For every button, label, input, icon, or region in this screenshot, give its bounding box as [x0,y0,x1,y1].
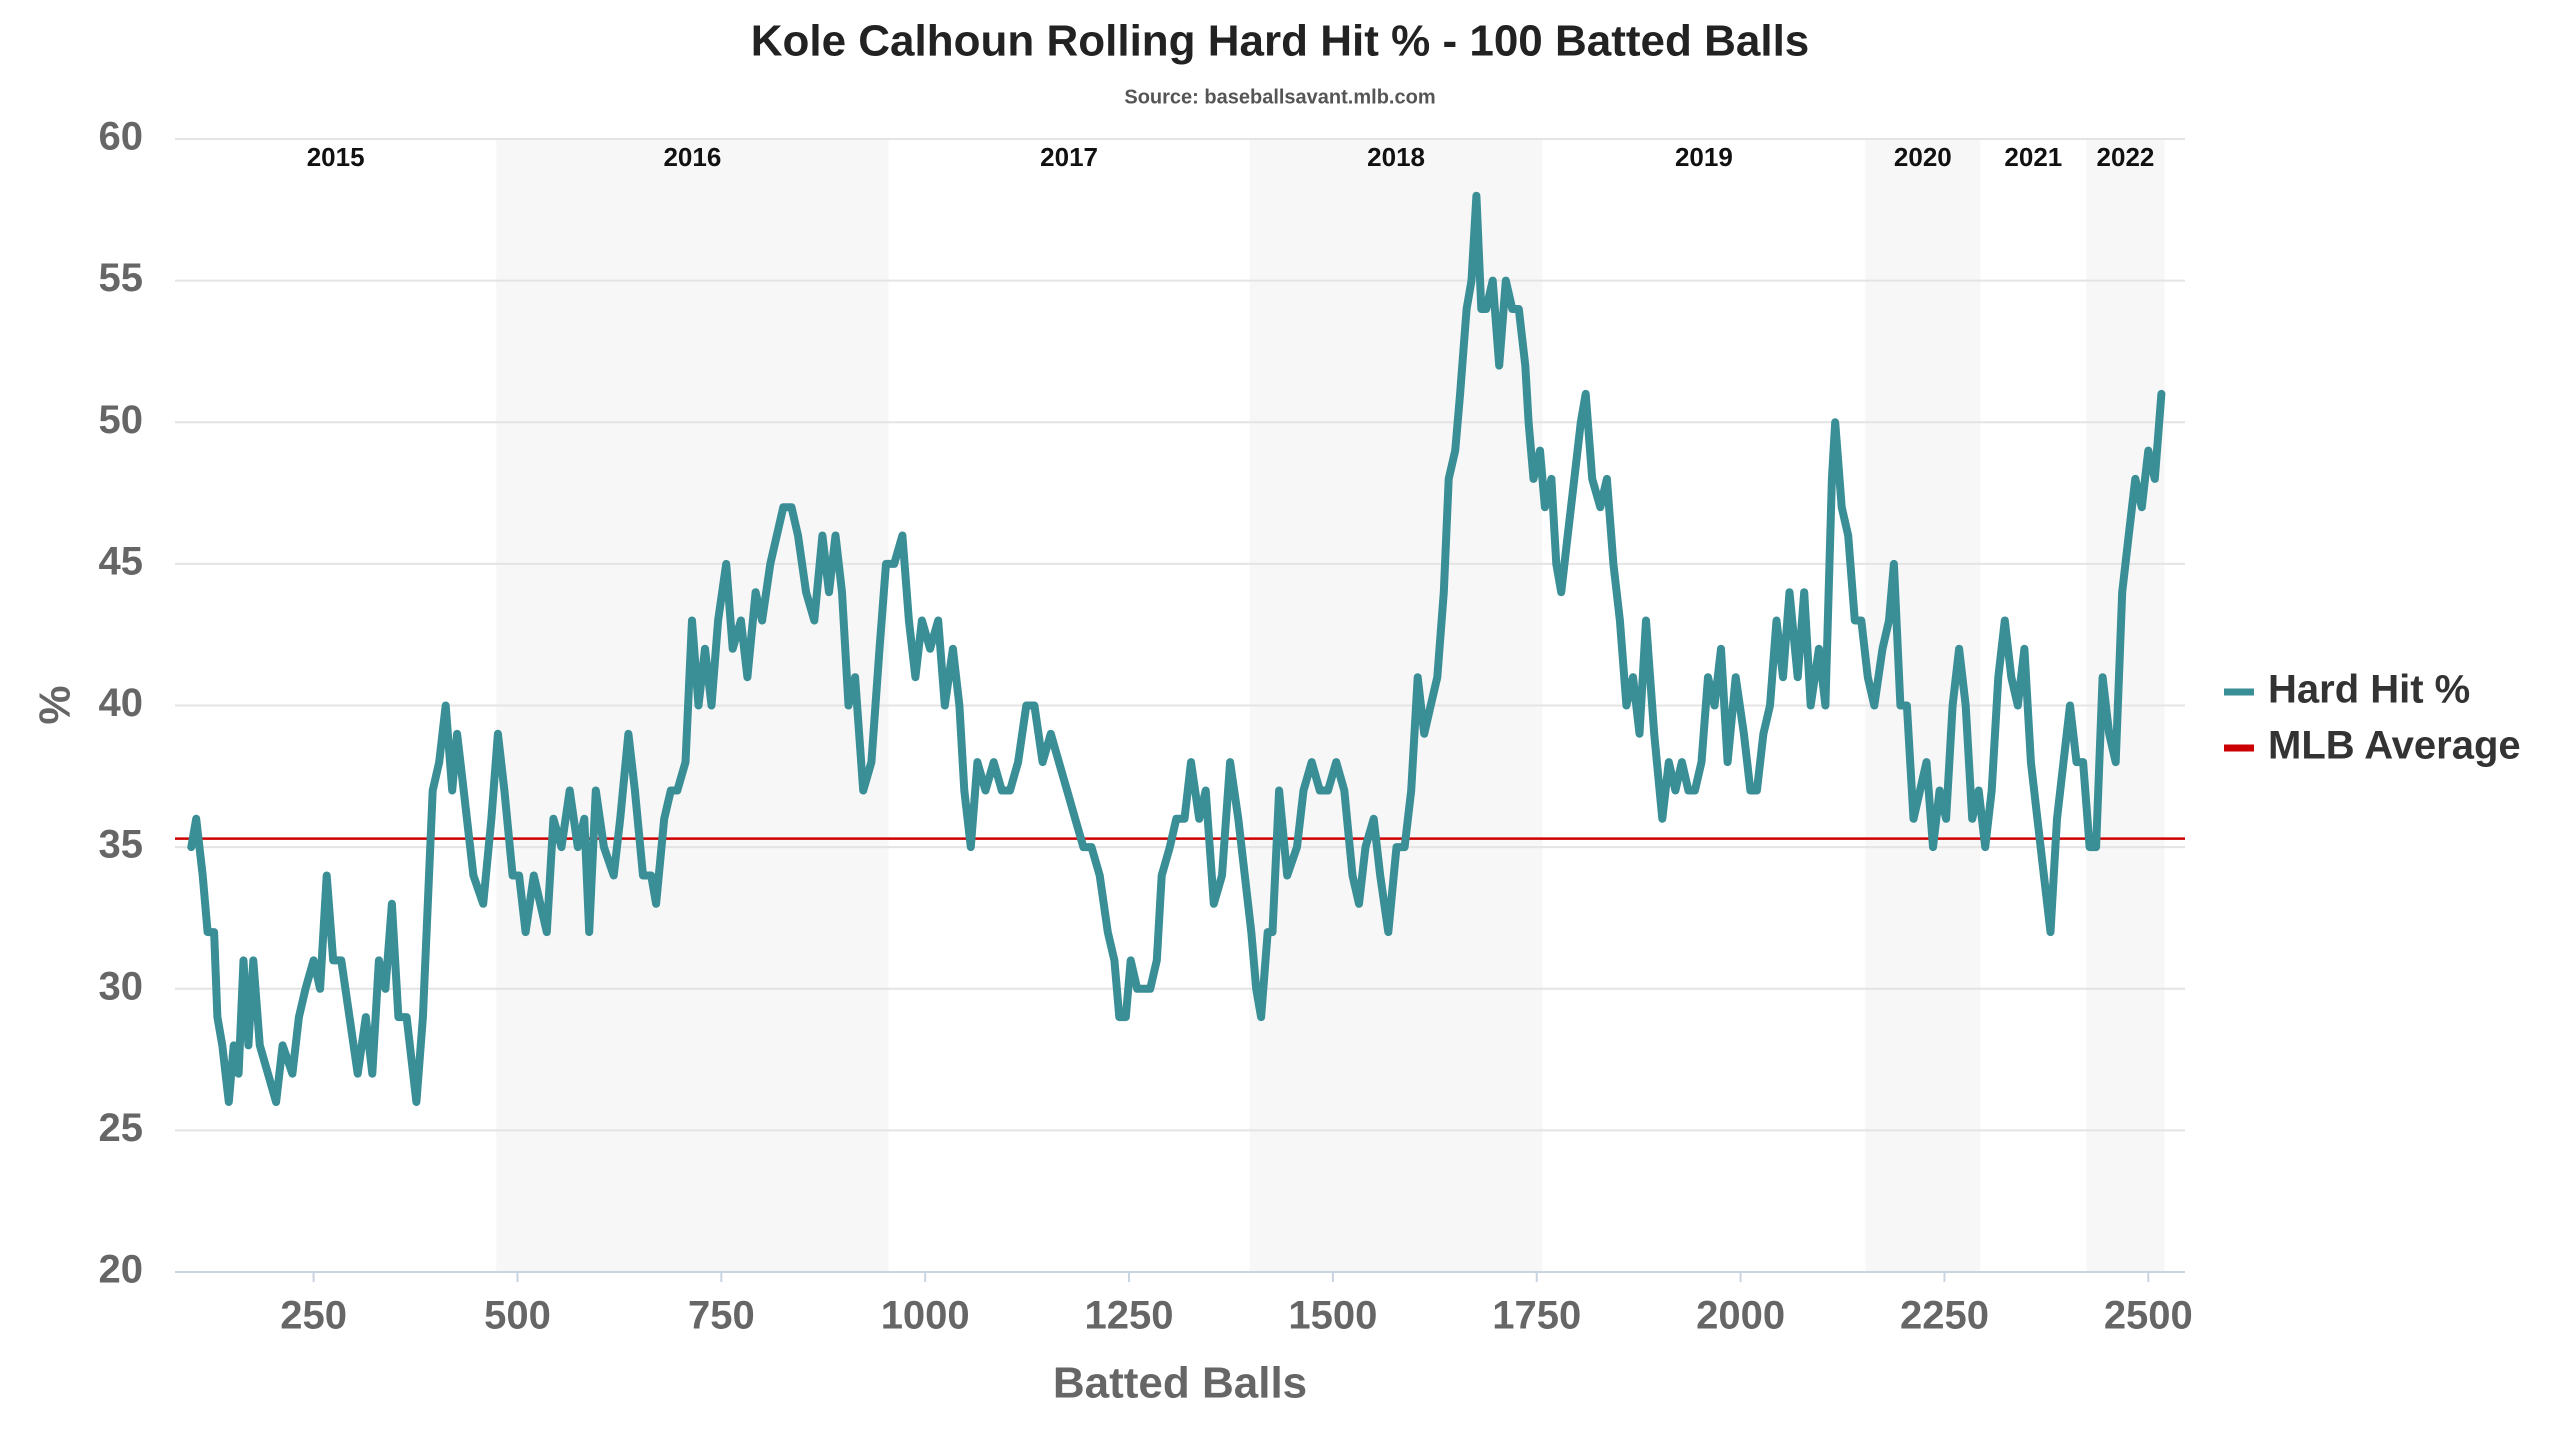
x-axis-label: Batted Balls [1053,1359,1307,1408]
season-label: 2016 [663,142,721,172]
x-tick-label: 750 [688,1294,755,1338]
y-tick-label: 50 [99,398,144,442]
x-tick-label: 250 [280,1294,347,1338]
x-tick-label: 2250 [1900,1294,1989,1338]
season-label: 2019 [1675,142,1733,172]
x-tick-label: 1250 [1085,1294,1174,1338]
season-label: 2015 [307,142,365,172]
data-line [187,191,2166,1106]
y-tick-label: 60 [99,115,144,159]
legend-label: MLB Average [2268,724,2521,768]
chart-title: Kole Calhoun Rolling Hard Hit % - 100 Ba… [751,17,1810,66]
y-tick-label: 20 [99,1248,144,1292]
season-label: 2021 [2004,142,2062,172]
x-tick-label: 1750 [1492,1294,1581,1338]
y-tick-label: 25 [99,1106,144,1150]
x-tick-label: 2000 [1696,1294,1785,1338]
y-axis-label: % [31,685,80,724]
y-tick-label: 45 [99,539,144,583]
x-tick-label: 1500 [1288,1294,1377,1338]
x-tick-label: 1000 [881,1294,970,1338]
legend-label: Hard Hit % [2268,668,2470,712]
x-tick-label: 2500 [2104,1294,2193,1338]
y-tick-label: 55 [99,256,144,300]
season-label: 2017 [1040,142,1098,172]
chart-subtitle: Source: baseballsavant.mlb.com [1124,86,1435,108]
season-label: 2022 [2097,142,2155,172]
y-tick-label: 35 [99,823,144,867]
x-tick-label: 500 [484,1294,551,1338]
season-label: 2020 [1894,142,1952,172]
season-label: 2018 [1367,142,1425,172]
y-tick-label: 40 [99,681,144,725]
y-tick-label: 30 [99,964,144,1008]
